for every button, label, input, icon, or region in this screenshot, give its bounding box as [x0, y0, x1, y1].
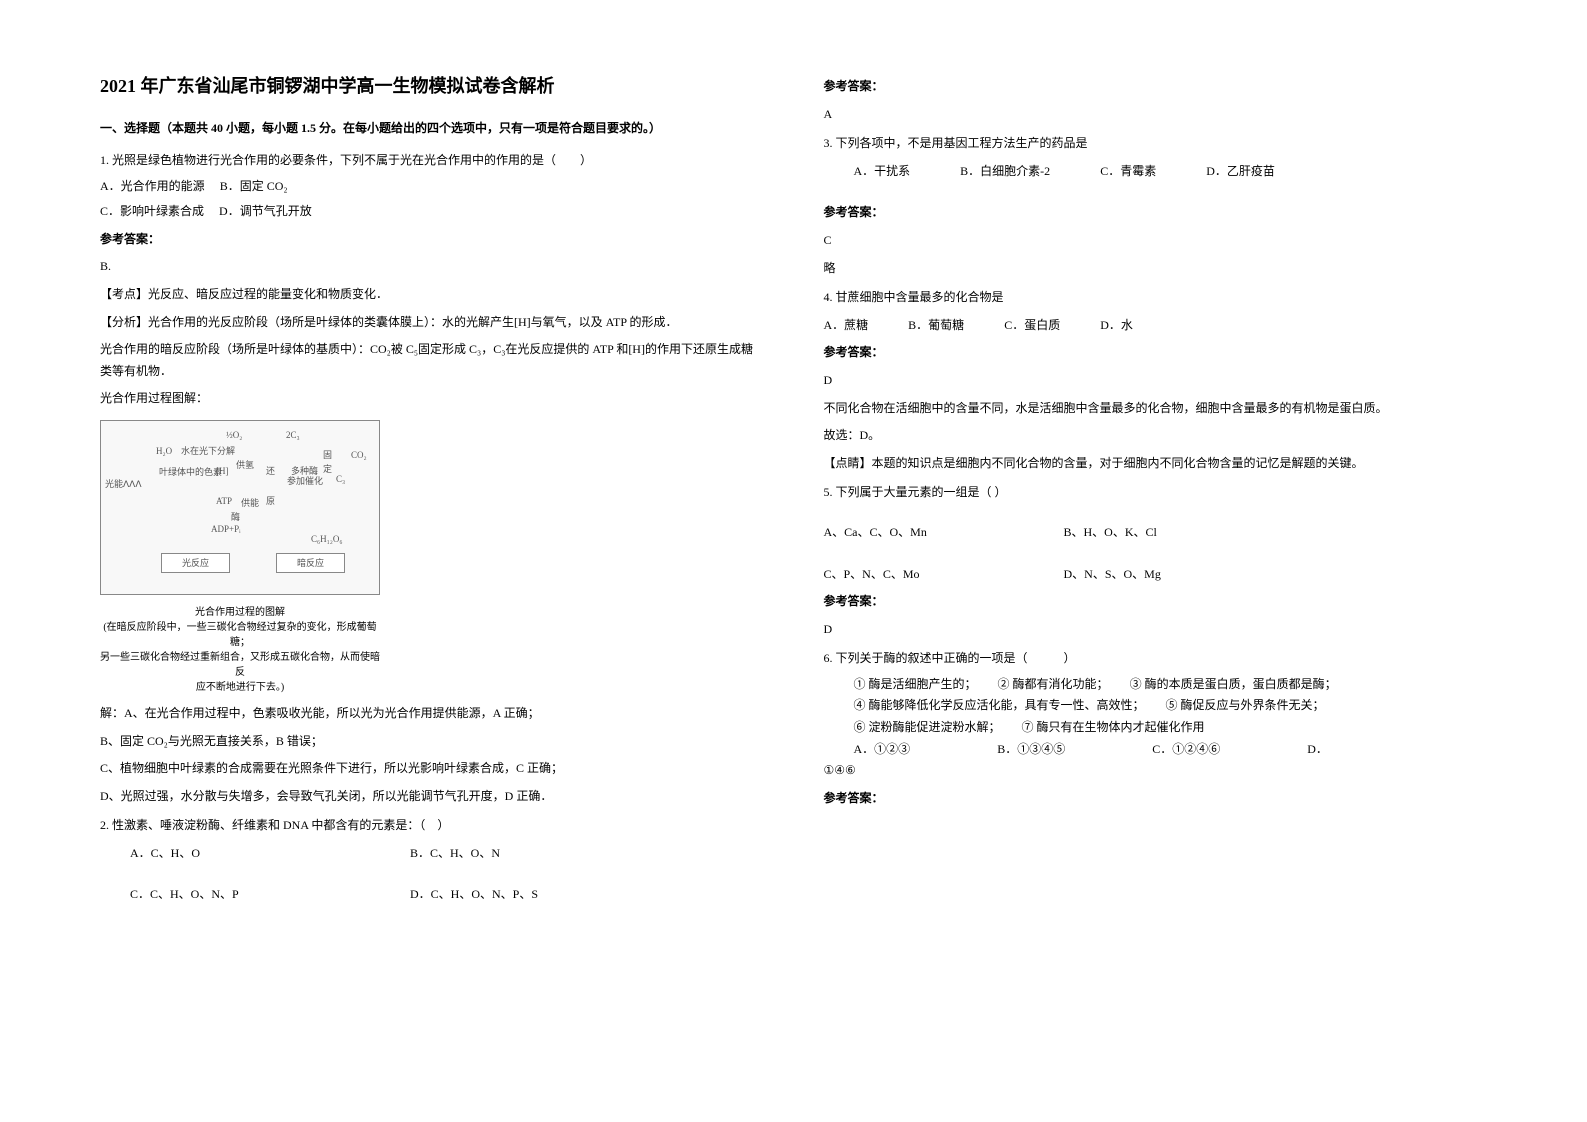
q1-analysis-2: 【分析】光合作用的光反应阶段（场所是叶绿体的类囊体膜上）：水的光解产生[H]与氧… [100, 312, 764, 334]
q4-opt-c: C．蛋白质 [1004, 315, 1060, 337]
q5-stem: 5. 下列属于大量元素的一组是（ ） [824, 482, 1488, 504]
q6-item-1: ① 酶是活细胞产生的； [854, 677, 971, 691]
q1-opt-a: A．光合作用的能源 [100, 179, 205, 193]
q6-stem: 6. 下列关于酶的叙述中正确的一项是（ ） [824, 648, 1488, 670]
q6-opt-d-rest: ①④⑥ [824, 760, 1488, 782]
q3-opt-b: B．白细胞介素-2 [960, 161, 1050, 183]
q1-sol-a: 解：A、在光合作用过程中，色素吸收光能，所以光为光合作用提供能源，A 正确； [100, 703, 764, 725]
q6-item-6: ⑥ 淀粉酶能促进淀粉水解； [854, 720, 995, 734]
q3-stem: 3. 下列各项中，不是用基因工程方法生产的药品是 [824, 133, 1488, 155]
q1-options: A．光合作用的能源 B．固定 CO₂ [100, 176, 764, 198]
q2-opt-b: B．C、H、O、N [410, 843, 500, 865]
dlabel-glucose: C₆H₁₂O₆ [311, 531, 343, 547]
q2-opt-a: A．C、H、O [130, 843, 330, 865]
dlabel-huan: 还 [266, 463, 275, 479]
q5-opt-a: A、Ca、C、O、Mn [824, 522, 984, 544]
q6-item-4: ④ 酶能够降低化学反应活化能，具有专一性、高效性； [854, 698, 1139, 712]
right-column: 参考答案： A 3. 下列各项中，不是用基因工程方法生产的药品是 A．干扰系 B… [824, 70, 1488, 1052]
q4-opt-a: A．蔗糖 [824, 315, 869, 337]
q3-note: 略 [824, 258, 1488, 280]
q2-answer: A [824, 104, 1488, 126]
q6-items-row2: ④ 酶能够降低化学反应活化能，具有专一性、高效性； ⑤ 酶促反应与外界条件无关； [854, 695, 1488, 717]
q6-item-7: ⑦ 酶只有在生物体内才起催化作用 [1022, 720, 1205, 734]
dlabel-gongn: 供能 [241, 495, 259, 511]
q6-opt-b: B．①③④⑤ [997, 742, 1065, 756]
q5-options-row1: A、Ca、C、O、Mn B、H、O、K、Cl [824, 522, 1488, 544]
dlabel-yuan: 原 [266, 493, 275, 509]
q1-answer-label: 参考答案： [100, 229, 764, 251]
q6-opt-c: C．①②④⑥ [1152, 742, 1220, 756]
q6-item-2: ② 酶都有消化功能； [998, 677, 1103, 691]
q4-answer-label: 参考答案： [824, 342, 1488, 364]
q1-stem: 1. 光照是绿色植物进行光合作用的必要条件，下列不属于光在光合作用中的作用的是（… [100, 150, 764, 172]
section-heading: 一、选择题（本题共 40 小题，每小题 1.5 分。在每小题给出的四个选项中，只… [100, 118, 764, 140]
q3-opt-a: A．干扰系 [854, 161, 911, 183]
q6-answer-label: 参考答案： [824, 788, 1488, 810]
q5-opt-b: B、H、O、K、Cl [1064, 522, 1157, 544]
q4-options: A．蔗糖 B．葡萄糖 C．蛋白质 D．水 [824, 315, 1488, 337]
q3-options: A．干扰系 B．白细胞介素-2 C．青霉素 D．乙肝疫苗 [824, 161, 1488, 183]
q3-opt-c: C．青霉素 [1100, 161, 1156, 183]
q1-analysis-1: 【考点】光反应、暗反应过程的能量变化和物质变化． [100, 284, 764, 306]
left-column: 2021 年广东省汕尾市铜锣湖中学高一生物模拟试卷含解析 一、选择题（本题共 4… [100, 70, 764, 1052]
q3-opt-d: D．乙肝疫苗 [1206, 161, 1275, 183]
q5-answer: D [824, 619, 1488, 641]
q1-sol-d: D、光照过强，水分散与失增多，会导致气孔关闭，所以光能调节气孔开度，D 正确． [100, 786, 764, 808]
q5-opt-c: C、P、N、C、Mo [824, 564, 984, 586]
dlabel-c3: C₃ [336, 471, 345, 487]
q5-opt-d: D、N、S、O、Mg [1064, 564, 1161, 586]
q2-opt-c: C．C、H、O、N、P [130, 884, 330, 906]
q1-options-2: C．影响叶绿素合成 D．调节气孔开放 [100, 201, 764, 223]
dlabel-split: 水在光下分解 [181, 443, 235, 459]
dlabel-gongh: 供氢 [236, 457, 254, 473]
dlabel-darkrxn: 暗反应 [276, 553, 345, 573]
q4-answer: D [824, 370, 1488, 392]
q6-items-row1: ① 酶是活细胞产生的； ② 酶都有消化功能； ③ 酶的本质是蛋白质，蛋白质都是酶… [854, 674, 1488, 696]
q5-answer-label: 参考答案： [824, 591, 1488, 613]
q2-answer-label: 参考答案： [824, 76, 1488, 98]
q1-opt-d: D．调节气孔开放 [219, 204, 312, 218]
q2-opt-d: D．C、H、O、N、P、S [410, 884, 538, 906]
dlabel-chloroplast: 叶绿体中的色素 [159, 467, 222, 478]
q6-opt-d-prefix: D． [1307, 742, 1328, 756]
q1-analysis-3: 光合作用的暗反应阶段（场所是叶绿体的基质中）：CO₂被 C₅固定形成 C₃，C₃… [100, 339, 764, 382]
q1-opt-b: B．固定 CO₂ [220, 179, 288, 193]
q4-stem: 4. 甘蔗细胞中含量最多的化合物是 [824, 287, 1488, 309]
photosynthesis-diagram: ½O₂ 2C₃ H₂O 水在光下分解 CO₂ 固 定 [H] 供氢 还 多种酶 … [100, 420, 380, 595]
diagram-caption: 光合作用过程的图解 (在暗反应阶段中，一些三碳化合物经过复杂的变化，形成葡萄糖；… [100, 605, 380, 695]
dlabel-lightrxn: 光反应 [161, 553, 230, 573]
q4-analysis-1: 不同化合物在活细胞中的含量不同，水是活细胞中含量最多的化合物，细胞中含量最多的有… [824, 398, 1488, 420]
q2-options-row2: C．C、H、O、N、P D．C、H、O、N、P、S [100, 884, 764, 906]
q6-options: A．①②③ B．①③④⑤ C．①②④⑥ D． [824, 739, 1488, 761]
dlabel-ding: 定 [323, 461, 332, 477]
q3-answer: C [824, 230, 1488, 252]
q6-opt-a: A．①②③ [854, 742, 911, 756]
dlabel-h2o: H₂O [156, 443, 172, 459]
q2-stem: 2. 性激素、唾液淀粉酶、纤维素和 DNA 中都含有的元素是：（ ） [100, 815, 764, 837]
q4-analysis-2: 故选：D。 [824, 425, 1488, 447]
q1-sol-c: C、植物细胞中叶绿素的合成需要在光照条件下进行，所以光影响叶绿素合成，C 正确； [100, 758, 764, 780]
q1-opt-c: C．影响叶绿素合成 [100, 204, 204, 218]
q6-item-5: ⑤ 酶促反应与外界条件无关； [1166, 698, 1325, 712]
dlabel-co2: CO₂ [351, 447, 367, 463]
q6-item-3: ③ 酶的本质是蛋白质，蛋白质都是酶； [1130, 677, 1337, 691]
dlabel-adp: ADP+Pᵢ [211, 521, 241, 537]
dlabel-2c3: 2C₃ [286, 427, 300, 443]
dlabel-o2: ½O₂ [226, 427, 242, 443]
q4-opt-d: D．水 [1100, 315, 1133, 337]
q2-options-row1: A．C、H、O B．C、H、O、N [100, 843, 764, 865]
q5-options-row2: C、P、N、C、Mo D、N、S、O、Mg [824, 564, 1488, 586]
dlabel-atp: ATP [216, 493, 232, 509]
q3-answer-label: 参考答案： [824, 202, 1488, 224]
page-title: 2021 年广东省汕尾市铜锣湖中学高一生物模拟试卷含解析 [100, 70, 764, 102]
q1-analysis-4: 光合作用过程图解： [100, 388, 764, 410]
q6-items: ① 酶是活细胞产生的； ② 酶都有消化功能； ③ 酶的本质是蛋白质，蛋白质都是酶… [824, 674, 1488, 739]
q1-answer: B. [100, 256, 764, 278]
dlabel-light: 光能ᐱᐱᐱ [105, 476, 141, 492]
q1-sol-b: B、固定 CO₂与光照无直接关系，B 错误； [100, 731, 764, 753]
q4-opt-b: B．葡萄糖 [908, 315, 964, 337]
q4-analysis-3: 【点睛】本题的知识点是细胞内不同化合物的含量，对于细胞内不同化合物含量的记忆是解… [824, 453, 1488, 475]
q6-items-row3: ⑥ 淀粉酶能促进淀粉水解； ⑦ 酶只有在生物体内才起催化作用 [854, 717, 1488, 739]
dlabel-catalyze: 参加催化 [287, 473, 323, 489]
